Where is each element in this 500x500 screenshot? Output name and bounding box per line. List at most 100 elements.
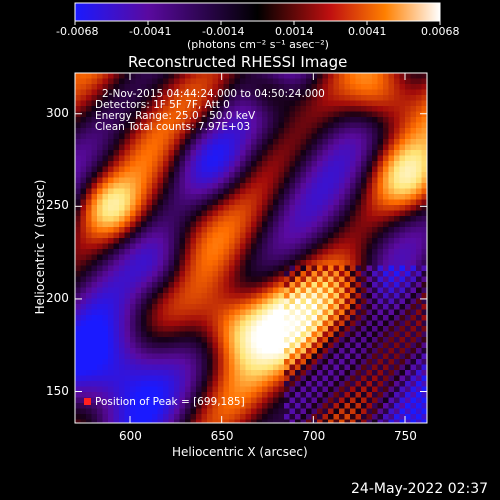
heatmap-cell xyxy=(284,183,290,189)
heatmap-cell xyxy=(75,166,81,173)
heatmap-cell xyxy=(196,397,202,404)
heatmap-cell xyxy=(273,128,279,134)
heatmap-cell xyxy=(229,117,235,123)
heatmap-cell xyxy=(284,166,290,173)
heatmap-cell xyxy=(372,100,378,107)
heatmap-cell xyxy=(124,293,131,299)
heatmap-cell xyxy=(152,166,158,173)
heatmap-cell xyxy=(108,370,114,376)
heatmap-cell xyxy=(306,133,312,140)
colorbar-tick-label: 0.0041 xyxy=(348,25,387,38)
heatmap-cell xyxy=(218,293,224,299)
heatmap-cell xyxy=(256,364,263,371)
heatmap-cell xyxy=(339,419,345,423)
heatmap-cell xyxy=(405,100,411,107)
heatmap-cell xyxy=(179,287,186,294)
heatmap-cell xyxy=(383,326,389,332)
heatmap-cell xyxy=(295,375,301,382)
heatmap-cell xyxy=(130,166,136,173)
heatmap-cell xyxy=(212,106,219,112)
heatmap-cell xyxy=(267,117,274,123)
heatmap-cell xyxy=(190,84,197,90)
heatmap-cell xyxy=(196,348,202,354)
heatmap-cell xyxy=(113,315,120,321)
heatmap-cell xyxy=(306,216,312,222)
heatmap-cell xyxy=(410,227,417,233)
heatmap-cell xyxy=(339,232,345,239)
heatmap-cell xyxy=(306,199,312,206)
heatmap-cell xyxy=(229,122,235,129)
heatmap-cell xyxy=(146,397,153,404)
heatmap-cell xyxy=(311,243,318,250)
heatmap-cell xyxy=(240,95,246,101)
heatmap-cell xyxy=(421,353,427,360)
heatmap-cell xyxy=(361,408,367,415)
heatmap-cell xyxy=(355,364,362,371)
heatmap-cell xyxy=(355,353,362,360)
heatmap-cell xyxy=(102,238,109,244)
heatmap-cell xyxy=(339,375,345,382)
heatmap-cell xyxy=(218,414,224,420)
heatmap-cell xyxy=(80,370,87,376)
heatmap-cell xyxy=(130,117,136,123)
heatmap-cell xyxy=(273,216,279,222)
heatmap-cell xyxy=(141,238,147,244)
heatmap-cell xyxy=(361,166,367,173)
heatmap-cell xyxy=(146,144,153,151)
heatmap-cell xyxy=(135,304,142,310)
heatmap-cell xyxy=(168,210,175,217)
heatmap-cell xyxy=(295,89,301,96)
heatmap-cell xyxy=(311,403,318,409)
heatmap-cell xyxy=(410,293,417,299)
heatmap-cell xyxy=(399,205,406,211)
heatmap-cell xyxy=(322,271,329,277)
heatmap-cell xyxy=(119,172,125,178)
heatmap-cell xyxy=(108,183,114,189)
heatmap-cell xyxy=(388,309,395,316)
heatmap-cell xyxy=(102,144,109,151)
heatmap-cell xyxy=(372,342,378,349)
heatmap-cell xyxy=(355,188,362,195)
heatmap-cell xyxy=(339,397,345,404)
heatmap-cell xyxy=(394,315,400,321)
heatmap-cell xyxy=(201,260,208,266)
heatmap-cell xyxy=(366,117,373,123)
heatmap-cell xyxy=(416,155,422,162)
heatmap-cell xyxy=(168,155,175,162)
heatmap-cell xyxy=(284,359,290,365)
heatmap-cell xyxy=(80,183,87,189)
heatmap-cell xyxy=(174,95,180,101)
heatmap-cell xyxy=(339,271,345,277)
heatmap-cell xyxy=(394,293,400,299)
heatmap-cell xyxy=(113,139,120,145)
heatmap-cell xyxy=(295,381,301,387)
heatmap-cell xyxy=(229,194,235,200)
heatmap-cell xyxy=(333,249,340,255)
heatmap-cell xyxy=(383,309,389,316)
heatmap-cell xyxy=(245,298,252,305)
heatmap-cell xyxy=(273,133,279,140)
heatmap-cell xyxy=(190,172,197,178)
heatmap-cell xyxy=(97,392,103,398)
heatmap-cell xyxy=(190,150,197,156)
heatmap-cell xyxy=(388,128,395,134)
heatmap-cell xyxy=(223,188,230,195)
heatmap-cell xyxy=(207,216,213,222)
heatmap-cell xyxy=(91,243,98,250)
heatmap-cell xyxy=(372,139,378,145)
heatmap-cell xyxy=(124,150,131,156)
heatmap-cell xyxy=(146,210,153,217)
heatmap-cell xyxy=(102,95,109,101)
heatmap-cell xyxy=(124,78,131,85)
heatmap-cell xyxy=(405,309,411,316)
heatmap-cell xyxy=(97,128,103,134)
heatmap-cell xyxy=(273,161,279,167)
heatmap-cell xyxy=(80,166,87,173)
heatmap-cell xyxy=(119,419,125,423)
heatmap-cell xyxy=(108,194,114,200)
heatmap-cell xyxy=(328,287,334,294)
heatmap-cell xyxy=(311,309,318,316)
heatmap-cell xyxy=(218,381,224,387)
heatmap-cell xyxy=(388,243,395,250)
heatmap-cell xyxy=(146,315,153,321)
